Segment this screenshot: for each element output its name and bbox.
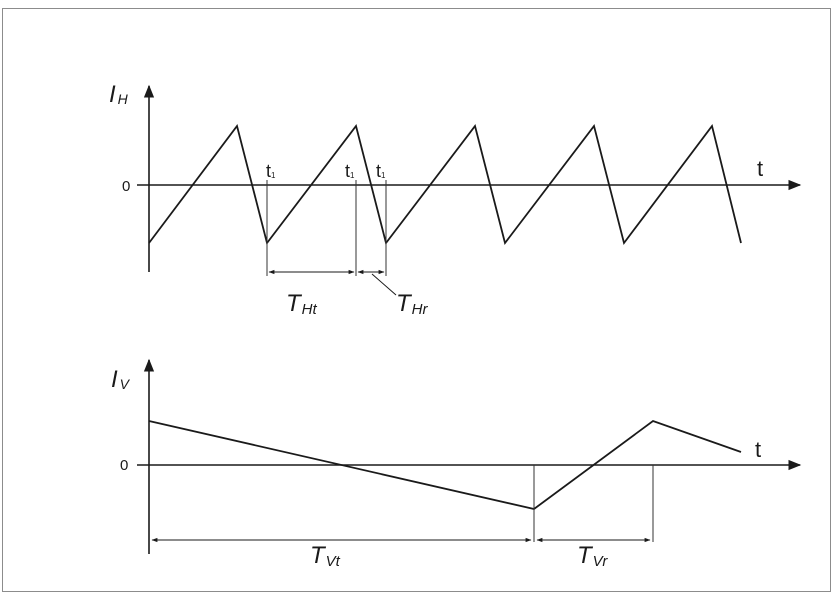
retrace-leader-line <box>371 273 397 296</box>
t1-label-1: t1 <box>266 161 276 181</box>
horizontal-sawtooth-waveform <box>148 123 742 246</box>
retrace-period-label-top: THr <box>396 290 429 318</box>
top-x-axis-label: t <box>757 156 763 181</box>
bottom-zero-label: 0 <box>120 457 128 474</box>
vertical-sawtooth-waveform <box>148 419 742 510</box>
trace-period-label-top: THt <box>286 290 318 318</box>
top-zero-label: 0 <box>122 178 130 195</box>
vertical-retrace-period-label: TVr <box>577 542 608 570</box>
t1-label-3: t1 <box>376 161 386 181</box>
bottom-x-axis-label: t <box>755 437 761 462</box>
frame-border <box>2 8 831 592</box>
vertical-trace-period-label: TVt <box>310 542 341 570</box>
t1-label-2: t1 <box>345 161 355 181</box>
